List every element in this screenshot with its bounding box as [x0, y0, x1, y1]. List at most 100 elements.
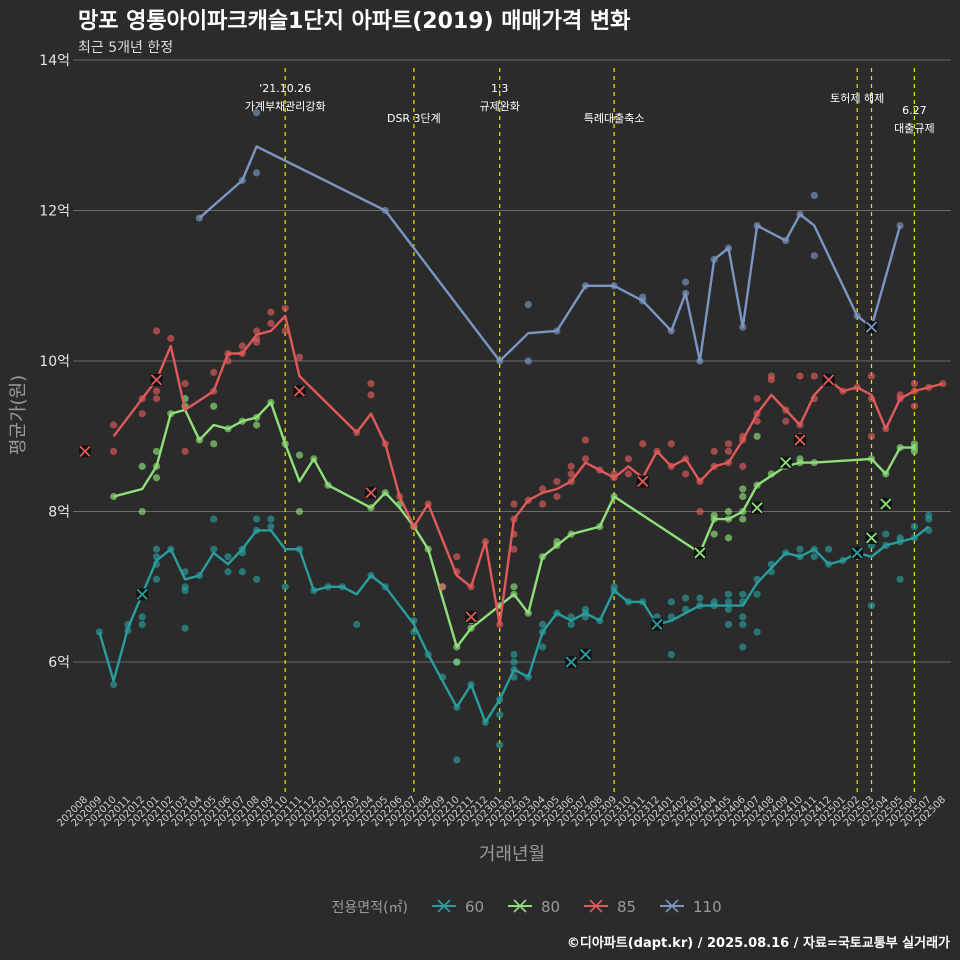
cross-marker — [565, 656, 577, 668]
data-point — [724, 440, 733, 448]
cross-marker — [851, 547, 863, 559]
data-point — [267, 319, 275, 328]
data-point — [739, 590, 747, 598]
data-point — [753, 628, 761, 636]
x-axis-label: 거래년월 — [479, 844, 545, 865]
legend-label: 85 — [617, 898, 636, 916]
data-point — [567, 620, 575, 629]
data-point — [682, 278, 690, 286]
data-point — [253, 515, 261, 523]
data-point — [696, 594, 704, 602]
data-point — [152, 575, 161, 583]
data-point — [510, 658, 518, 666]
data-point — [210, 402, 218, 410]
data-point — [581, 455, 590, 463]
data-point — [567, 470, 575, 478]
data-point — [295, 507, 304, 516]
data-point — [295, 353, 304, 361]
data-point — [710, 598, 718, 606]
cross-marker — [365, 487, 377, 499]
data-point — [224, 568, 232, 576]
legend-label: 110 — [693, 898, 722, 916]
data-point — [910, 440, 919, 448]
data-point — [210, 368, 218, 376]
data-point — [925, 511, 933, 519]
series-80 — [110, 395, 919, 666]
event-label: 1.3 — [491, 82, 509, 95]
data-point — [767, 372, 776, 380]
data-point — [896, 221, 904, 230]
x-axis-ticks: 2020082020092020102020112020122021012021… — [55, 794, 948, 829]
data-point — [739, 515, 747, 523]
data-point — [782, 417, 790, 425]
y-tick-label: 6억 — [48, 655, 70, 671]
data-point — [210, 515, 218, 523]
cross-marker — [751, 502, 763, 514]
data-point — [539, 643, 547, 651]
legend-key-cross — [665, 899, 679, 913]
legend-key-cross — [589, 899, 603, 913]
data-point — [253, 338, 261, 346]
data-point — [896, 575, 904, 583]
cross-marker — [880, 498, 892, 510]
data-point — [524, 357, 532, 365]
data-point — [510, 583, 518, 591]
cross-marker — [794, 434, 806, 446]
data-point — [724, 598, 733, 606]
data-point — [181, 380, 189, 388]
series-line — [112, 314, 944, 626]
data-point — [110, 681, 118, 689]
event-label: 특례대출축소 — [584, 112, 645, 125]
data-point — [739, 613, 747, 621]
data-point — [510, 500, 518, 508]
data-point — [367, 380, 375, 388]
cross-marker — [651, 618, 663, 631]
data-point — [810, 191, 818, 200]
data-point — [253, 109, 261, 117]
cross-marker — [637, 475, 649, 488]
data-point — [896, 534, 904, 542]
series-line — [98, 525, 930, 724]
data-point — [152, 474, 161, 482]
data-point — [167, 334, 175, 343]
data-point — [253, 421, 261, 429]
legend-label: 60 — [465, 898, 484, 916]
data-point — [753, 395, 761, 403]
data-point — [624, 470, 633, 478]
data-point — [639, 440, 647, 448]
data-point — [867, 602, 876, 610]
legend: 전용면적(㎡) 60 80 85 110 — [332, 898, 722, 916]
data-point — [796, 455, 804, 463]
data-point — [152, 395, 161, 403]
data-point — [210, 545, 218, 553]
data-point — [138, 462, 146, 470]
data-point — [238, 342, 246, 350]
data-point — [724, 620, 733, 629]
data-point — [682, 594, 690, 602]
data-point — [910, 447, 919, 455]
data-point — [539, 500, 547, 508]
data-point — [724, 507, 733, 516]
data-point — [553, 492, 561, 501]
data-point — [510, 545, 518, 553]
event-label: 가계부채관리강화 — [245, 100, 326, 113]
data-point — [667, 440, 675, 448]
data-point — [910, 380, 919, 388]
data-point — [739, 462, 747, 470]
data-point — [710, 447, 718, 455]
chart-subtitle: 최근 5개년 한정 — [78, 40, 173, 56]
data-point — [724, 447, 733, 455]
event-label: '21.10.26 — [259, 82, 311, 95]
data-point — [753, 432, 761, 440]
data-point — [539, 485, 547, 493]
data-point — [267, 522, 275, 531]
data-point — [710, 511, 718, 519]
series-line — [198, 145, 902, 363]
series-60 — [95, 511, 933, 764]
data-point — [810, 372, 818, 380]
event-label: DSR 3단계 — [387, 112, 441, 125]
y-tick-label: 12억 — [39, 204, 70, 220]
cross-marker — [865, 532, 878, 544]
legend-title: 전용면적(㎡) — [332, 900, 408, 916]
